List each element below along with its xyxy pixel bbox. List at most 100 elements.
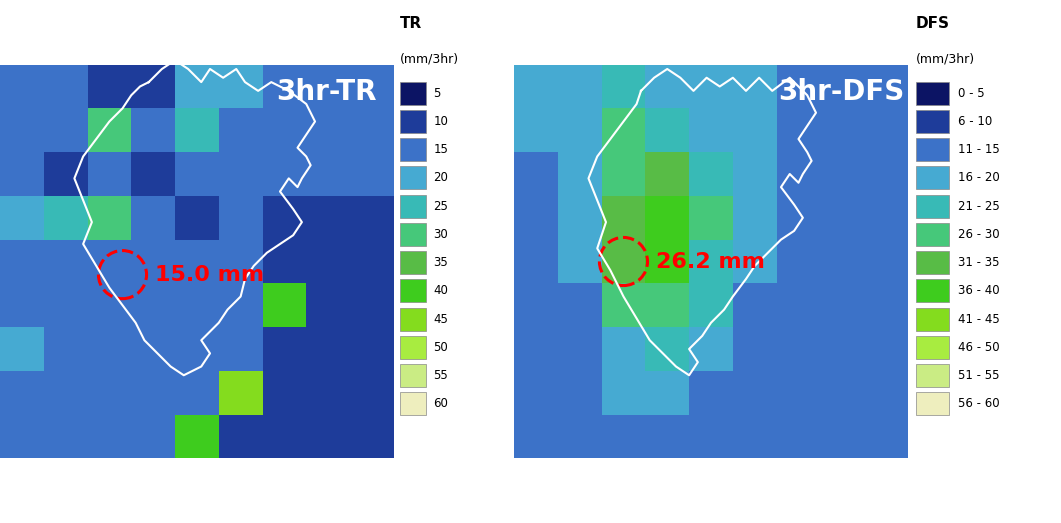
Bar: [602, 240, 645, 283]
Bar: [350, 327, 394, 371]
Bar: [175, 415, 219, 458]
Bar: [400, 279, 427, 302]
Bar: [777, 371, 820, 415]
Text: 11 - 15: 11 - 15: [958, 143, 1001, 156]
Text: 30: 30: [434, 228, 448, 241]
Bar: [132, 65, 175, 108]
Bar: [87, 240, 132, 283]
Bar: [307, 371, 350, 415]
Bar: [733, 327, 777, 371]
Bar: [515, 371, 558, 415]
Bar: [820, 65, 864, 108]
Bar: [645, 152, 689, 196]
Bar: [400, 392, 427, 415]
Text: 35: 35: [434, 256, 448, 269]
Bar: [307, 108, 350, 152]
Bar: [350, 196, 394, 240]
Bar: [777, 196, 820, 240]
Text: 25: 25: [434, 200, 449, 212]
Bar: [864, 240, 908, 283]
Bar: [400, 138, 427, 161]
Bar: [864, 371, 908, 415]
Bar: [645, 415, 689, 458]
Text: 15.0 mm: 15.0 mm: [155, 265, 264, 285]
Text: 31 - 35: 31 - 35: [958, 256, 999, 269]
Bar: [87, 283, 132, 327]
Text: 50: 50: [434, 341, 448, 354]
Bar: [689, 152, 733, 196]
Text: 26.2 mm: 26.2 mm: [657, 252, 765, 271]
Bar: [350, 65, 394, 108]
Bar: [916, 251, 950, 274]
Bar: [175, 283, 219, 327]
Bar: [645, 283, 689, 327]
Bar: [777, 415, 820, 458]
Bar: [916, 308, 950, 331]
Bar: [219, 415, 262, 458]
Bar: [262, 415, 307, 458]
Bar: [916, 392, 950, 415]
Bar: [44, 371, 87, 415]
Bar: [515, 327, 558, 371]
Text: 45: 45: [434, 313, 449, 325]
Bar: [689, 108, 733, 152]
Bar: [307, 152, 350, 196]
Bar: [689, 196, 733, 240]
Bar: [864, 283, 908, 327]
Text: 3hr-DFS: 3hr-DFS: [778, 78, 904, 106]
Bar: [400, 223, 427, 246]
Bar: [777, 283, 820, 327]
Bar: [916, 279, 950, 302]
Bar: [864, 327, 908, 371]
Bar: [0, 240, 44, 283]
Bar: [602, 65, 645, 108]
Bar: [645, 327, 689, 371]
Bar: [262, 327, 307, 371]
Bar: [864, 65, 908, 108]
Bar: [400, 364, 427, 387]
Bar: [820, 152, 864, 196]
Text: 56 - 60: 56 - 60: [958, 397, 1001, 410]
Text: DFS: DFS: [916, 16, 950, 31]
Bar: [350, 371, 394, 415]
Bar: [307, 196, 350, 240]
Bar: [733, 415, 777, 458]
Bar: [602, 108, 645, 152]
Bar: [733, 371, 777, 415]
Bar: [916, 336, 950, 359]
Bar: [777, 108, 820, 152]
Text: 16 - 20: 16 - 20: [958, 172, 1001, 184]
Bar: [689, 327, 733, 371]
Bar: [400, 251, 427, 274]
Bar: [175, 65, 219, 108]
Bar: [400, 336, 427, 359]
Bar: [262, 108, 307, 152]
Bar: [44, 152, 87, 196]
Bar: [602, 283, 645, 327]
Text: 40: 40: [434, 285, 449, 297]
Text: 51 - 55: 51 - 55: [958, 369, 999, 382]
Bar: [87, 371, 132, 415]
Bar: [916, 195, 950, 218]
Text: TR: TR: [400, 16, 422, 31]
Text: 15: 15: [434, 143, 449, 156]
Bar: [820, 240, 864, 283]
Bar: [87, 327, 132, 371]
Bar: [558, 240, 602, 283]
Text: 20: 20: [434, 172, 449, 184]
Bar: [820, 283, 864, 327]
Bar: [307, 283, 350, 327]
Text: 55: 55: [434, 369, 448, 382]
Bar: [515, 152, 558, 196]
Bar: [44, 240, 87, 283]
Bar: [44, 415, 87, 458]
Bar: [645, 196, 689, 240]
Bar: [558, 371, 602, 415]
Bar: [689, 283, 733, 327]
Bar: [132, 108, 175, 152]
Bar: [733, 240, 777, 283]
Text: 0 - 5: 0 - 5: [958, 87, 985, 99]
Bar: [777, 327, 820, 371]
Bar: [175, 152, 219, 196]
Bar: [515, 240, 558, 283]
